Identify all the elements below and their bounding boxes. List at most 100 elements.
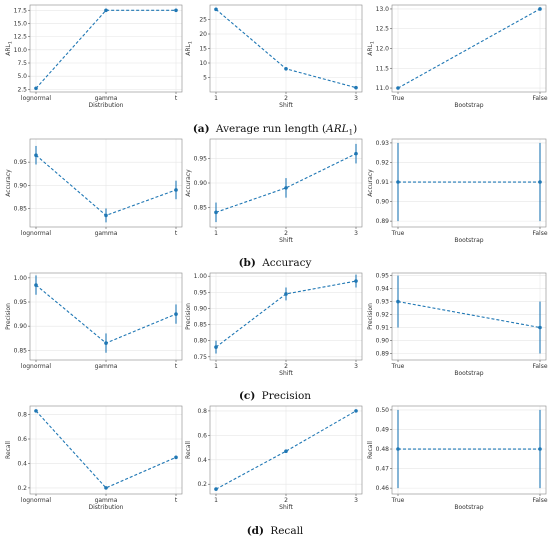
y-tick-label: 0.85 <box>14 347 28 354</box>
caption-c: (c) Precision <box>239 390 311 402</box>
y-axis-label-text: Precision <box>185 303 192 330</box>
y-tick-label: 5.0 <box>17 73 27 80</box>
y-tick-label: 0.85 <box>194 204 208 211</box>
x-tick-label: True <box>391 497 405 504</box>
data-point <box>34 153 38 158</box>
y-tick-label: 12.5 <box>376 26 390 33</box>
x-tick-label: gamma <box>95 95 118 102</box>
x-axis-label: Bootstrap <box>454 237 483 244</box>
panel-1-1: 0.85 0.90 0.95 1 2 3 Shift Accuracy <box>185 138 363 244</box>
x-axis-label: Distribution <box>88 504 123 511</box>
x-tick-label: lognormal <box>21 497 52 504</box>
data-point <box>284 186 288 190</box>
x-tick-label: False <box>532 230 547 237</box>
series-line <box>397 8 541 89</box>
y-axis-label: ARL1 <box>367 41 376 56</box>
panels: 2.5 5.0 7.5 10.0 12.5 15.0 17.5 lognormal gamma t… <box>5 4 548 511</box>
y-axis-label-text: Accuracy <box>5 169 12 197</box>
y-tick-label: 0.90 <box>14 323 28 330</box>
y-tick-label: 0.4 <box>17 460 27 467</box>
x-tick-label: False <box>532 363 547 370</box>
series-line <box>35 9 176 89</box>
x-axis-label: Bootstrap <box>454 102 483 109</box>
y-tick-label: 17.5 <box>14 7 28 14</box>
caption-a-math: ARL <box>325 123 348 135</box>
y-tick-label: 0.95 <box>376 273 390 280</box>
y-tick-label: 1.00 <box>14 275 28 282</box>
panel-0-2: 11.0 11.5 12.0 12.5 13.0 True False Bootstrap AR… <box>367 4 548 109</box>
data-point <box>284 449 288 454</box>
x-tick-label: gamma <box>95 497 118 504</box>
data-point <box>174 312 178 316</box>
x-tick-label: gamma <box>95 230 118 237</box>
y-tick-label: 5 <box>203 75 207 82</box>
y-tick-label: 0.80 <box>194 338 208 345</box>
caption-a-sub: 1 <box>349 129 353 137</box>
data-point <box>538 180 542 184</box>
data-point <box>354 409 358 413</box>
y-tick-label: 0.2 <box>17 485 27 492</box>
y-axis-label-text: Recall <box>5 441 12 459</box>
y-tick-label: 0.48 <box>376 446 390 453</box>
x-axis-label: Shift <box>279 504 293 511</box>
x-tick-label: 3 <box>354 363 358 370</box>
data-point <box>174 455 178 460</box>
x-tick-label: 3 <box>354 95 358 102</box>
x-tick-label: 2 <box>284 230 288 237</box>
y-axis-label: Accuracy <box>367 169 374 197</box>
caption-b: (b) Accuracy <box>239 257 312 269</box>
x-axis-label: Shift <box>279 237 293 244</box>
x-tick-label: 2 <box>284 363 288 370</box>
y-tick-label: 0.93 <box>376 299 390 306</box>
y-axis-label: Recall <box>367 441 374 459</box>
y-tick-label: 0.50 <box>376 407 390 414</box>
x-tick-label: 1 <box>214 230 218 237</box>
series-line <box>215 153 357 213</box>
data-point <box>104 341 108 345</box>
x-axis-label: Bootstrap <box>454 370 483 377</box>
y-axis-label-text: Accuracy <box>185 169 192 197</box>
y-axis-label: Precision <box>367 303 374 330</box>
y-axis-label-text: ARL <box>185 43 192 55</box>
data-point <box>104 213 108 218</box>
data-point <box>538 7 542 11</box>
y-tick-label: 0.46 <box>376 485 390 492</box>
y-axis-label-text: Recall <box>185 441 192 459</box>
y-axis-label-sub: 1 <box>8 41 14 44</box>
y-axis-label: ARL1 <box>5 41 14 56</box>
y-tick-label: 15 <box>199 46 207 53</box>
x-axis-label: Bootstrap <box>454 504 483 511</box>
x-tick-label: 2 <box>284 95 288 102</box>
y-tick-label: 0.90 <box>376 199 390 206</box>
caption-a: (a) Average run length (ARL1) <box>193 123 357 137</box>
data-point <box>396 180 400 184</box>
series-line <box>397 301 541 329</box>
y-axis-label: Accuracy <box>185 169 192 197</box>
x-tick-label: t <box>175 95 178 102</box>
data-point <box>34 86 38 91</box>
data-point <box>354 85 358 90</box>
panel-1-2: 0.89 0.90 0.91 0.92 0.93 True False Bootstrap Ac… <box>367 138 548 244</box>
y-axis-label-text: Accuracy <box>367 169 374 197</box>
data-point <box>214 210 218 215</box>
data-point <box>214 7 218 12</box>
x-tick-label: 1 <box>214 95 218 102</box>
y-tick-label: 0.4 <box>197 457 207 464</box>
y-tick-label: 0.8 <box>197 408 207 415</box>
y-tick-label: 0.90 <box>194 180 208 187</box>
y-tick-label: 2.5 <box>17 86 27 93</box>
y-axis-label-text: Precision <box>367 303 374 330</box>
x-tick-label: 1 <box>214 497 218 504</box>
x-tick-label: False <box>532 95 547 102</box>
caption-a-label: (a) <box>193 123 210 135</box>
panel-2-0: 0.85 0.90 0.95 1.00 lognormal gamma t Precision <box>5 272 183 370</box>
y-axis-label-text: Recall <box>367 441 374 459</box>
caption-d-text: Recall <box>270 525 304 537</box>
caption-b-text: Accuracy <box>261 257 311 269</box>
y-tick-label: 10.0 <box>14 47 28 54</box>
caption-c-label: (c) <box>239 390 255 402</box>
plot-frame <box>391 405 547 495</box>
plot-frame <box>391 272 547 361</box>
